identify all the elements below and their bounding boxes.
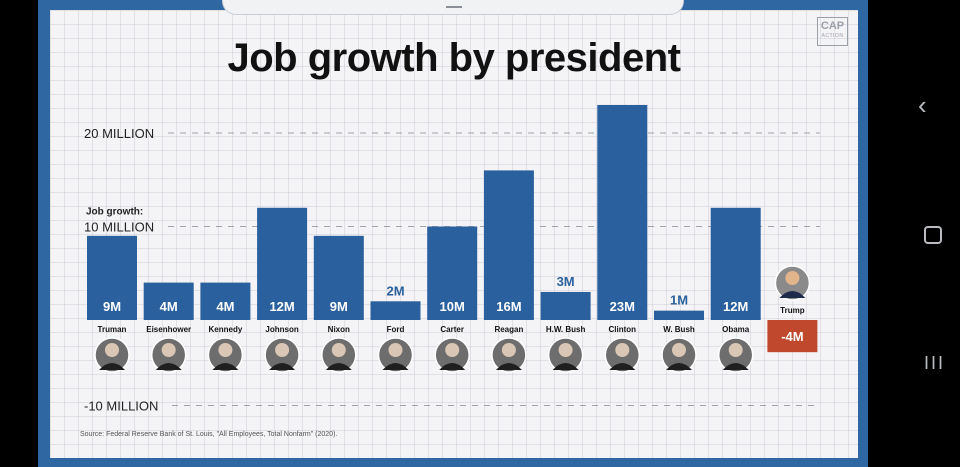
avatar-face [388,343,403,357]
bar [540,291,591,320]
bar [143,282,194,320]
avatar-face [161,343,176,357]
category-label: Truman [98,325,127,334]
bar-value-label: 9M [103,299,121,314]
avatar-suit [269,363,296,370]
avatar-suit [382,363,409,370]
bar-value-label: 12M [269,299,294,314]
bar-value-label: 4M [160,299,178,314]
category-label: Reagan [494,325,523,334]
recent-apps-icon[interactable]: III [924,353,946,373]
category-label: Ford [387,325,405,334]
avatar-face [445,343,460,357]
y-axis-caption: Job growth: [86,207,143,218]
avatar-suit [155,363,182,370]
avatar-face [558,343,573,357]
avatar-face [105,343,119,357]
bar-value-label: 2M [386,283,404,298]
avatar-suit [495,363,522,370]
avatar-face [331,343,346,357]
chart-title: Job growth by president [227,36,681,80]
notch-handle[interactable] [446,6,462,8]
category-label: Trump [780,306,805,315]
bar [654,310,704,320]
category-label: Eisenhower [146,325,191,334]
avatar-suit [212,363,239,370]
category-label: Carter [440,325,464,334]
avatar-face [615,343,630,357]
avatar-suit [666,363,692,370]
bar [483,170,534,320]
bar-value-label: 16M [496,299,521,314]
category-label: H.W. Bush [546,325,586,334]
category-label: Kennedy [209,325,243,334]
bar-value-label: 1M [670,293,688,308]
category-label: Nixon [328,325,350,334]
avatar-face [728,343,743,357]
bar [597,104,648,320]
avatar-suit [325,363,352,370]
y-axis-label: 10 MILLION [84,220,154,235]
home-icon[interactable] [924,226,942,244]
avatar-suit [779,291,806,298]
avatar-face [672,343,686,357]
bar-value-label: 4M [216,299,234,314]
android-nav-bar [868,0,960,467]
category-label: Johnson [265,325,298,334]
avatar-suit [439,363,466,370]
bar-value-label: 23M [610,299,635,314]
brand-logo: CAP ACTION [817,17,848,46]
avatar-face [275,343,290,357]
category-label: W. Bush [663,325,695,334]
back-icon[interactable]: ‹ [918,90,927,120]
avatar-face [218,343,233,357]
avatar-suit [722,363,749,370]
avatar-suit [552,363,579,370]
bar-value-label: 9M [330,299,348,314]
y-axis-label: 20 MILLION [84,126,154,141]
category-label: Clinton [609,325,637,334]
bar-value-label: 12M [723,299,748,314]
bar [427,226,478,320]
avatar-face [501,343,516,357]
bar [370,301,421,320]
bar [710,207,761,320]
avatar-suit [99,363,125,370]
bar [257,207,308,320]
avatar-face [785,271,800,285]
bar [767,320,818,353]
y-axis-label: -10 MILLION [84,399,158,414]
bar-value-label: -4M [781,329,803,344]
bar-value-label: 10M [440,299,465,314]
bar-value-label: 3M [557,274,575,289]
bar [87,235,137,320]
bar [313,235,364,320]
category-label: Obama [722,325,750,334]
source-note: Source: Federal Reserve Bank of St. Loui… [80,431,338,438]
avatar-suit [609,363,636,370]
bar [200,282,251,320]
